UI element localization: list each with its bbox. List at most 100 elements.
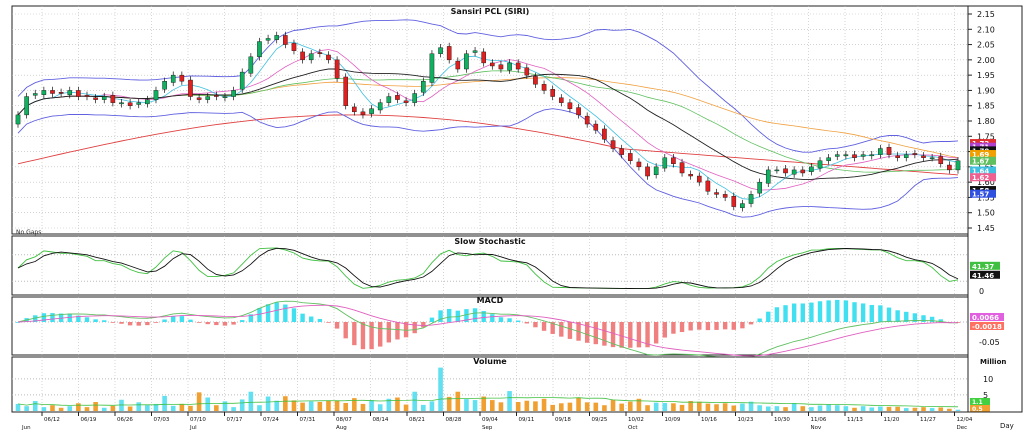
- macd-histogram-bar: [636, 322, 642, 348]
- volume-bar: [257, 405, 262, 411]
- macd-histogram-bar: [214, 322, 219, 326]
- volume-bar: [688, 401, 693, 411]
- volume-bar: [843, 406, 849, 411]
- candle-body: [688, 173, 693, 177]
- macd-histogram-bar: [524, 322, 530, 324]
- macd-panel-title: MACD: [477, 296, 504, 305]
- candle-body: [852, 154, 857, 158]
- volume-bar: [41, 407, 47, 411]
- x-tick-label: 09/11: [519, 417, 535, 423]
- candle-body: [498, 64, 504, 70]
- volume-tag-label: 1.1: [972, 399, 983, 406]
- macd-histogram-bar: [671, 322, 676, 334]
- macd-tag-label: -0.0018: [972, 323, 1002, 331]
- candle-body: [903, 154, 909, 158]
- volume-bar: [50, 405, 55, 411]
- x-tick-label: 06/26: [117, 417, 133, 423]
- candle-body: [214, 95, 219, 97]
- volume-bar: [584, 402, 590, 411]
- macd-histogram-bar: [274, 302, 279, 322]
- volume-bar: [153, 403, 159, 411]
- volume-bar: [826, 404, 831, 411]
- stochastic-tag-label: 41.37: [972, 263, 994, 271]
- candle-body: [740, 203, 745, 209]
- volume-bar: [214, 405, 219, 411]
- candle-body: [93, 97, 98, 100]
- macd-tag-label: 0.0066: [972, 314, 999, 322]
- macd-histogram-bar: [50, 313, 55, 322]
- volume-bar: [783, 407, 788, 411]
- volume-bar: [162, 395, 167, 411]
- candle-body: [541, 84, 547, 91]
- volume-bar: [878, 406, 883, 411]
- x-tick-label: 09/25: [592, 417, 608, 423]
- macd-histogram-bar: [162, 319, 167, 322]
- volume-bar: [76, 403, 81, 411]
- candle-body: [602, 128, 607, 140]
- macd-histogram-bar: [412, 322, 417, 334]
- candle-body: [662, 157, 668, 169]
- macd-histogram-bar: [248, 314, 254, 322]
- candle-body: [619, 148, 624, 155]
- candle-body: [765, 169, 771, 184]
- macd-histogram-bar: [145, 322, 150, 326]
- candle-body: [179, 74, 185, 82]
- volume-bar: [231, 407, 236, 411]
- x-tick-label: 11/06: [811, 417, 827, 423]
- candle-body: [929, 157, 935, 159]
- macd-histogram-bar: [878, 305, 883, 322]
- volume-bar: [248, 391, 254, 411]
- volume-bar: [852, 407, 857, 411]
- volume-bar: [860, 406, 866, 411]
- candle-body: [653, 166, 659, 176]
- y-tick-label: 2.00: [977, 56, 995, 65]
- macd-histogram-bar: [791, 303, 797, 322]
- candle-body: [481, 51, 486, 64]
- volume-bar: [283, 396, 288, 411]
- volume-bar: [205, 397, 211, 411]
- macd-histogram-bar: [490, 314, 495, 322]
- volume-bar: [947, 408, 952, 411]
- macd-histogram-bar: [860, 303, 866, 322]
- volume-bar: [774, 406, 780, 411]
- y-tick-label: 1.60: [977, 178, 995, 187]
- candle-body: [834, 154, 840, 157]
- macd-histogram-bar: [378, 322, 383, 347]
- x-tick-label: 08/28: [446, 417, 462, 423]
- ma-10-line: [17, 49, 959, 191]
- macd-histogram-bar: [541, 322, 547, 331]
- volume-bar: [188, 405, 193, 411]
- candle-body: [705, 180, 711, 192]
- macd-histogram-bar: [843, 300, 849, 322]
- candle-body: [119, 102, 124, 105]
- volume-bar: [326, 400, 331, 411]
- price-tag-box: [970, 173, 996, 182]
- volume-bar: [834, 405, 840, 411]
- macd-histogram-bar: [688, 322, 693, 331]
- x-tick-label: 06/19: [81, 417, 97, 423]
- volume-bar: [412, 391, 417, 411]
- macd-histogram-bar: [550, 322, 555, 334]
- candle-body: [593, 123, 599, 131]
- macd-histogram-bar: [386, 322, 392, 343]
- candle-body: [860, 154, 866, 157]
- candle-body: [636, 161, 642, 168]
- macd-histogram-bar: [222, 322, 228, 326]
- volume-bar: [67, 406, 73, 411]
- macd-histogram-bar: [757, 318, 762, 322]
- x-tick-label: 10/23: [738, 417, 754, 423]
- volume-bar: [809, 407, 814, 411]
- candle-body: [386, 96, 392, 103]
- candle-body: [145, 99, 150, 105]
- volume-bar: [929, 408, 935, 411]
- candle-body: [627, 153, 633, 161]
- macd-histogram-bar: [619, 322, 624, 348]
- price-tag-label: 1.64: [972, 168, 989, 176]
- macd-histogram-bar: [41, 313, 47, 322]
- volume-bar: [127, 406, 133, 411]
- macd-histogram-bar: [110, 322, 116, 323]
- candle-body: [722, 194, 728, 198]
- macd-histogram-bar: [740, 322, 745, 329]
- volume-bar: [602, 405, 607, 411]
- candle-body: [136, 102, 142, 105]
